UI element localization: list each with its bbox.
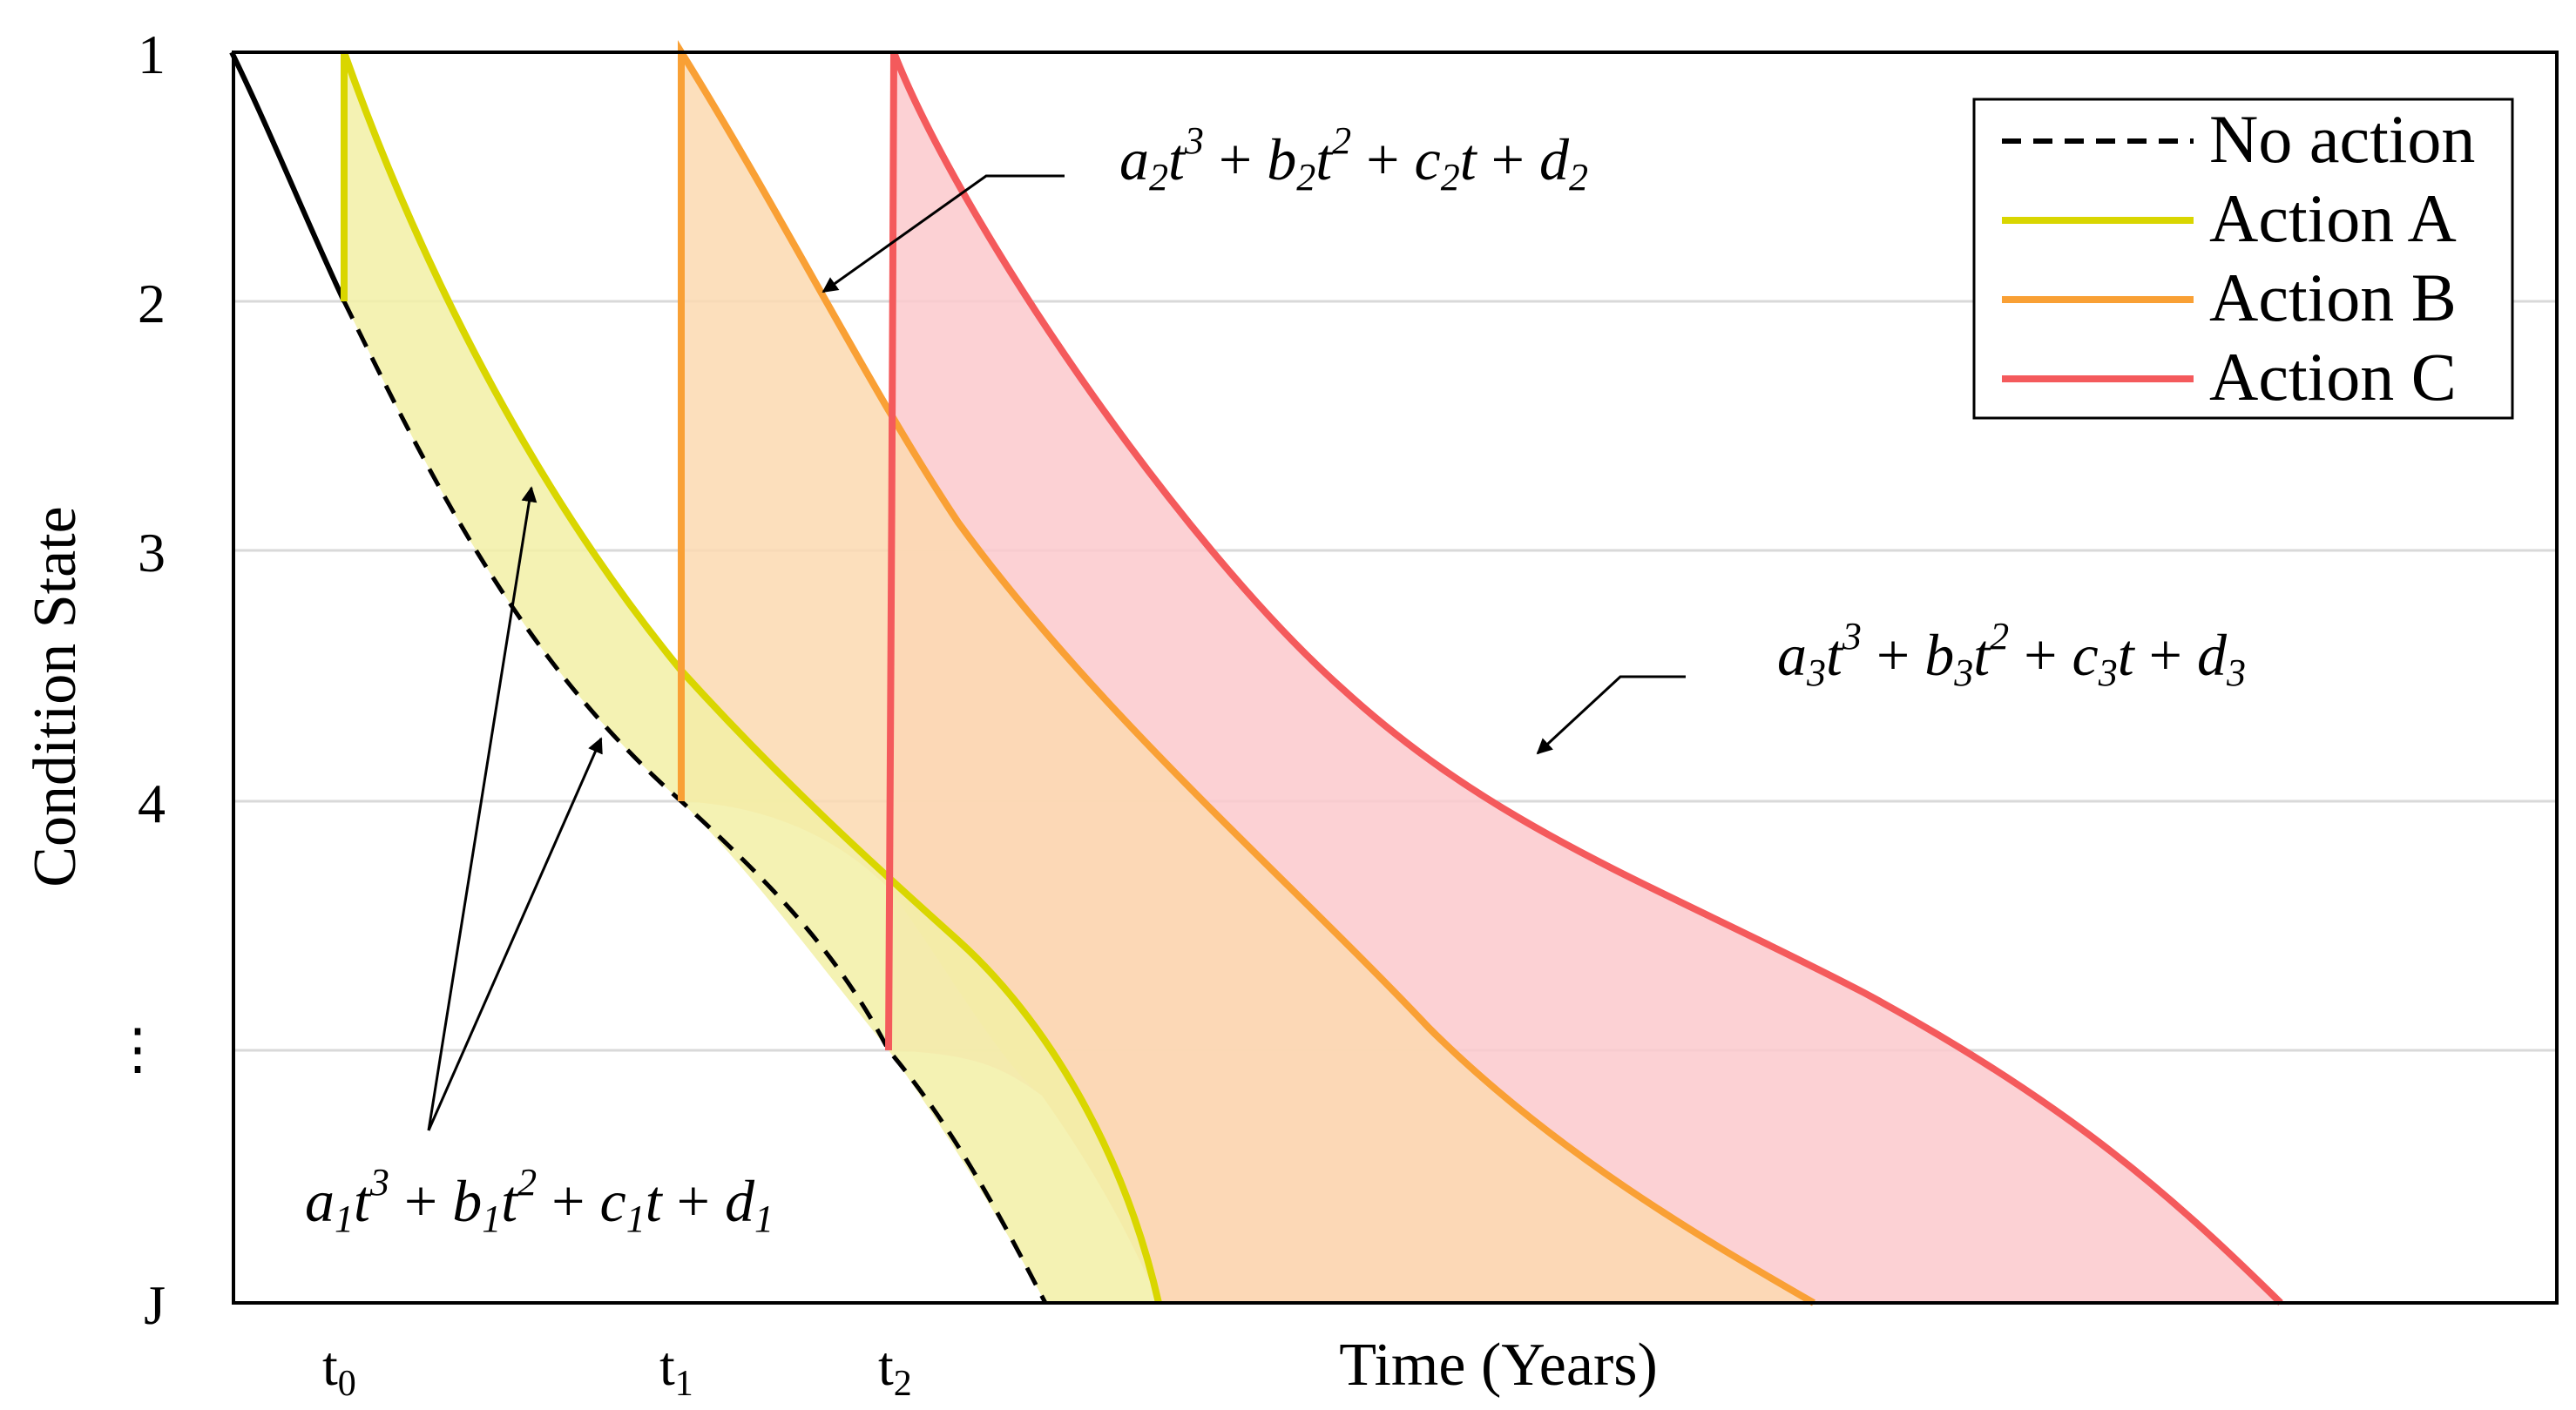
x-tick-t2: t2 <box>878 1335 912 1404</box>
no-action-initial-curve <box>229 51 347 303</box>
equation-action-b: a2t3 + b2t2 + c2t + d2 <box>1119 119 1588 199</box>
equation-action-c: a3t3 + b3t2 + c3t + d3 <box>1777 615 2246 694</box>
y-tick-2: 2 <box>138 273 166 334</box>
action-b-curve <box>678 39 1815 1306</box>
x-tick-t0: t0 <box>322 1335 356 1404</box>
action-a-curve <box>341 51 1162 1304</box>
y-axis-title: Condition State <box>22 506 89 887</box>
y-tick-4: 4 <box>138 772 166 834</box>
no-action-dashed-curve <box>341 300 1048 1305</box>
legend-label-action-a: Action A <box>2209 180 2457 256</box>
y-tick-J: J <box>144 1274 166 1336</box>
arrow-eq1-to-action-a <box>427 486 538 1131</box>
arrow-eq1-to-no-action <box>427 737 603 1131</box>
x-axis-title: Time (Years) <box>1339 1332 1658 1399</box>
y-tick-3: 3 <box>138 522 166 584</box>
plot-frame <box>232 51 2559 1305</box>
arrow-eq2 <box>821 174 1065 293</box>
action-c-curve <box>885 51 2283 1305</box>
legend-box <box>1972 98 2514 420</box>
y-tick-dots: ⋮ <box>110 1018 166 1080</box>
action-a-fill-area <box>344 52 1159 1303</box>
arrow-eq3 <box>1536 675 1686 755</box>
legend-label-action-b: Action B <box>2209 260 2457 335</box>
legend-label-no-action: No action <box>2209 101 2475 177</box>
y-tick-1: 1 <box>138 24 166 85</box>
legend-label-action-c: Action C <box>2209 339 2457 415</box>
legend: No action Action A Action B Action C <box>1972 98 2514 420</box>
equation-action-a: a1t3 + b1t2 + c1t + d1 <box>305 1161 774 1240</box>
x-tick-t1: t1 <box>659 1335 693 1404</box>
